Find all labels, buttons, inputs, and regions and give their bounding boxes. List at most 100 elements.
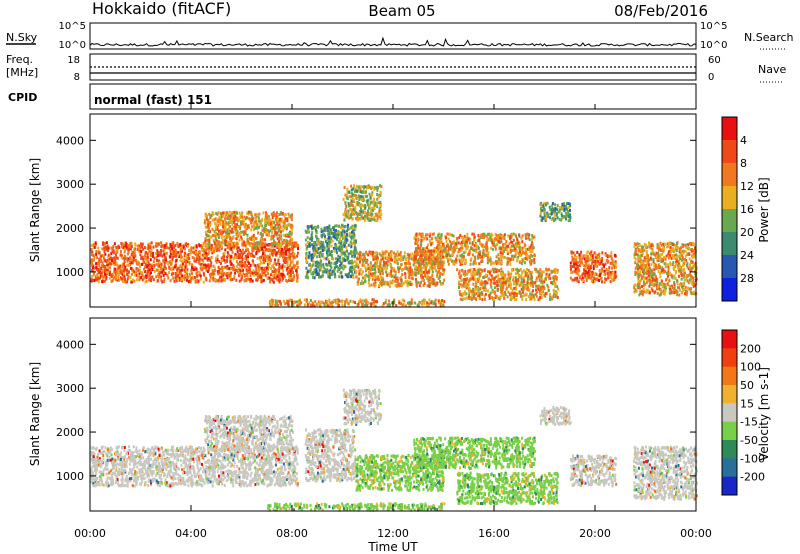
echo-cell xyxy=(285,279,288,282)
echo-cell xyxy=(187,280,190,284)
echo-cell xyxy=(501,283,504,287)
echo-cell xyxy=(249,244,252,247)
echo-cell xyxy=(313,251,316,255)
echo-cell xyxy=(108,257,111,261)
echo-cell xyxy=(179,263,182,267)
echo-cell xyxy=(216,254,219,258)
echo-cell xyxy=(314,264,317,268)
echo-cell xyxy=(533,253,536,257)
echo-cell xyxy=(363,255,366,258)
echo-cell xyxy=(325,270,328,274)
echo-cell xyxy=(340,231,343,235)
echo-cell xyxy=(280,272,283,276)
echo-cell xyxy=(472,271,475,275)
echo-cell xyxy=(190,246,193,250)
echo-cell xyxy=(90,250,93,254)
echo-cell xyxy=(352,276,355,279)
echo-cell xyxy=(262,278,265,282)
echo-cell xyxy=(318,255,321,258)
echo-cell xyxy=(247,225,250,229)
echo-cell xyxy=(473,268,476,271)
echo-cell xyxy=(265,227,268,231)
echo-cell xyxy=(180,268,183,272)
echo-cell xyxy=(531,247,534,251)
echo-cell xyxy=(104,272,106,276)
echo-cell xyxy=(417,252,419,256)
echo-cell xyxy=(270,234,273,238)
echo-cell xyxy=(586,263,589,267)
echo-cell xyxy=(449,240,451,244)
echo-cell xyxy=(348,234,351,238)
echo-cell xyxy=(593,251,596,255)
echo-cell xyxy=(466,283,469,286)
echo-cell xyxy=(527,295,530,298)
echo-cell xyxy=(449,247,452,251)
echo-cell xyxy=(397,266,399,270)
echo-cell xyxy=(276,237,279,241)
echo-cell xyxy=(98,264,101,268)
echo-cell xyxy=(500,267,503,271)
echo-cell xyxy=(362,252,365,256)
echo-cell xyxy=(406,256,409,260)
echo-cell xyxy=(172,249,175,253)
echo-cell xyxy=(417,271,420,275)
echo-cell xyxy=(241,243,244,247)
echo-cell xyxy=(483,254,486,258)
echo-cell xyxy=(264,273,267,277)
echo-cell xyxy=(220,278,223,282)
echo-cell xyxy=(306,245,309,248)
echo-cell xyxy=(340,251,343,255)
echo-cell xyxy=(413,255,416,259)
echo-cell xyxy=(472,275,475,279)
echo-cell xyxy=(236,216,239,220)
echo-cell xyxy=(501,293,504,297)
echo-cell xyxy=(373,282,375,286)
echo-cell xyxy=(540,295,543,299)
echo-cell xyxy=(472,289,475,293)
echo-cell xyxy=(493,242,495,246)
echo-cell xyxy=(140,249,143,253)
echo-cell xyxy=(467,283,470,287)
echo-cell xyxy=(452,248,455,252)
echo-cell xyxy=(172,244,175,248)
echo-cell xyxy=(313,268,316,272)
echo-cell xyxy=(509,277,511,281)
echo-cell xyxy=(202,264,205,268)
echo-cell xyxy=(436,246,438,250)
echo-cell xyxy=(281,247,284,251)
echo-cell xyxy=(203,250,206,254)
echo-cell xyxy=(476,239,479,243)
echo-cell xyxy=(115,250,118,254)
echo-cell xyxy=(226,259,228,263)
echo-cell xyxy=(205,278,208,282)
echo-cell xyxy=(353,234,356,238)
echo-cell xyxy=(126,259,129,263)
echo-cell xyxy=(220,230,223,234)
echo-cell xyxy=(173,279,176,283)
echo-cell xyxy=(530,281,533,285)
echo-cell xyxy=(553,281,556,285)
echo-cell xyxy=(107,253,110,257)
echo-cell xyxy=(108,276,111,280)
echo-cell xyxy=(218,240,221,244)
echo-cell xyxy=(174,249,177,253)
echo-cell xyxy=(459,233,462,237)
echo-cell xyxy=(368,275,371,279)
echo-cell xyxy=(554,285,557,289)
echo-cell xyxy=(163,244,166,248)
echo-cell xyxy=(247,212,250,216)
echo-cell xyxy=(274,251,277,255)
echo-cell xyxy=(293,274,296,278)
echo-cell xyxy=(239,263,241,267)
echo-cell xyxy=(290,225,293,229)
echo-cell xyxy=(284,218,287,222)
echo-cell xyxy=(213,242,216,246)
echo-cell xyxy=(500,272,503,276)
echo-cell xyxy=(535,292,537,296)
echo-cell xyxy=(543,287,546,290)
echo-cell xyxy=(236,211,238,215)
echo-cell xyxy=(465,247,468,251)
echo-cell xyxy=(317,272,320,276)
echo-cell xyxy=(98,257,101,261)
echo-cell xyxy=(439,272,442,275)
